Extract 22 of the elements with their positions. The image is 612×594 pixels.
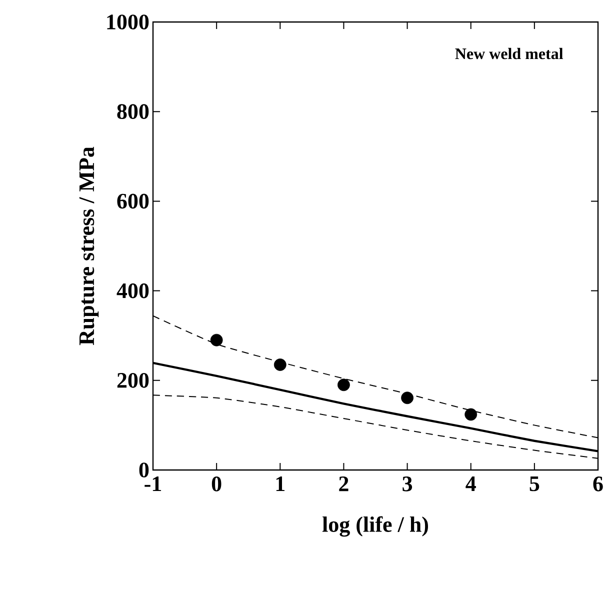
y-tick-label: 600 — [117, 194, 149, 209]
x-tick-label: -1 — [144, 476, 162, 492]
point — [210, 334, 223, 346]
x-tick-label: 4 — [466, 476, 476, 492]
y-tick-label: 800 — [117, 104, 149, 120]
point — [274, 358, 286, 371]
point — [464, 408, 478, 421]
point — [401, 392, 414, 404]
x-tick-label: 1 — [276, 476, 285, 492]
y-tick-label: 400 — [116, 283, 149, 298]
x-tick-label: 0 — [212, 476, 222, 492]
x-tick-label: 2 — [339, 476, 348, 492]
y-axis-title: Rupture stress / MPa — [79, 146, 99, 346]
annotation: New weld metal — [455, 48, 564, 60]
x-axis-title: log (life / h) — [322, 516, 428, 537]
point — [338, 378, 350, 392]
x-tick-label: 6 — [593, 476, 603, 492]
x-tick-label: 3 — [402, 476, 412, 492]
x-tick-label: 5 — [530, 476, 540, 492]
y-tick-label: 0 — [139, 462, 149, 478]
y-tick-label: 200 — [117, 372, 149, 388]
y-tick-label: 1000 — [107, 14, 149, 30]
